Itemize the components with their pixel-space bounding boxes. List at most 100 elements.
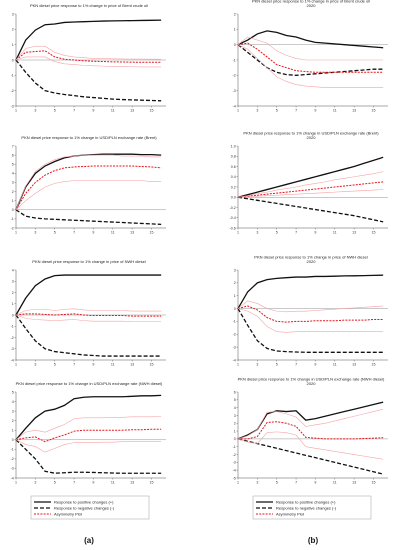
y-tick-label: -4: [233, 358, 236, 362]
y-tick-label: -1: [11, 448, 14, 452]
chart-2: PKN diesel price response to 1% change i…: [233, 0, 388, 113]
x-tick-label: 11: [333, 109, 337, 113]
x-tick-label: 11: [333, 363, 337, 367]
series-positive-line: [15, 19, 162, 61]
y-tick-label: 3: [12, 409, 14, 413]
series-negative-line: [237, 308, 384, 353]
x-tick-label: 11: [333, 481, 337, 485]
y-tick-label: -1: [233, 320, 236, 324]
y-tick-label: 4: [234, 406, 236, 410]
y-tick-label: -4: [11, 358, 14, 362]
chart-1: PKN diesel price response to 1% change i…: [11, 3, 166, 113]
series-positive-line: [237, 30, 384, 49]
series-negative-line: [237, 438, 384, 475]
x-tick-label: 9: [92, 231, 94, 235]
x-tick-label: 11: [333, 231, 337, 235]
y-tick-label: 6: [12, 153, 14, 157]
confidence-band-line: [237, 171, 384, 198]
y-tick-label: -1: [11, 217, 14, 221]
y-tick-label: 0.2: [231, 185, 236, 189]
series-asymmetry-line: [15, 50, 162, 63]
series-positive-line: [237, 274, 384, 309]
y-tick-label: -2: [11, 336, 14, 340]
x-tick-label: 1: [237, 481, 239, 485]
confidence-band-line: [237, 408, 384, 440]
confidence-band-line: [237, 308, 384, 333]
x-tick-label: 5: [276, 231, 278, 235]
series-asymmetry-line: [15, 165, 162, 211]
confidence-band-line: [237, 44, 384, 88]
y-tick-label: 0: [12, 208, 14, 212]
legend-left: Response to positive changes (+) Respons…: [30, 495, 150, 520]
chart-title: PKN diesel price response to 1% change i…: [243, 130, 379, 135]
y-tick-label: -2: [11, 89, 14, 93]
x-tick-label: 1: [15, 363, 17, 367]
x-tick-label: 5: [276, 481, 278, 485]
panel-label-a: (a): [84, 536, 94, 545]
x-tick-label: 7: [73, 109, 75, 113]
legend-left-asym-label: Asymmetry Plot: [54, 512, 83, 517]
x-tick-label: 7: [73, 481, 75, 485]
x-tick-label: 9: [92, 481, 94, 485]
y-tick-label: 0.0: [231, 196, 236, 200]
series-positive-line: [237, 156, 384, 198]
x-tick-label: 7: [295, 109, 297, 113]
x-tick-label: 7: [73, 363, 75, 367]
chart-title: PKN diesel price response to 1% change i…: [254, 254, 368, 259]
x-tick-label: 3: [34, 481, 36, 485]
series-negative-line: [237, 196, 384, 223]
chart-title: 2020: [307, 3, 317, 8]
chart-title: PKN diesel price response to 1% change i…: [252, 0, 370, 3]
x-tick-label: 13: [130, 363, 134, 367]
x-tick-label: 3: [256, 481, 258, 485]
series-positive-line: [15, 394, 162, 441]
y-tick-label: 2: [234, 422, 236, 426]
chart-title: PKN diesel price response to 1% change i…: [238, 376, 385, 381]
confidence-band-line: [15, 154, 162, 210]
series-asymmetry-line: [237, 42, 384, 73]
y-tick-label: -2: [233, 453, 236, 457]
x-tick-label: 11: [111, 231, 115, 235]
y-tick-label: -4: [11, 476, 14, 480]
series-positive-line: [15, 274, 162, 316]
y-tick-label: 5: [234, 398, 236, 402]
x-tick-label: 15: [371, 481, 375, 485]
x-tick-label: 7: [295, 231, 297, 235]
y-tick-label: -1: [11, 325, 14, 329]
chart-title: PKN diesel price response to 1% change i…: [30, 3, 148, 8]
y-tick-label: 3: [12, 280, 14, 284]
y-tick-label: -4: [233, 104, 236, 108]
confidence-band-line: [15, 314, 162, 323]
x-tick-label: 15: [149, 231, 153, 235]
x-tick-label: 13: [352, 363, 356, 367]
legend-right-neg-label: Response to negative changes (-): [276, 506, 337, 511]
panel-label-b: (b): [308, 536, 319, 545]
legend-right-asym-label: Asymmetry Plot: [276, 512, 305, 517]
y-tick-label: -2: [233, 333, 236, 337]
y-tick-label: 1.0: [231, 144, 236, 148]
y-tick-label: 0: [234, 437, 236, 441]
chart-title: PKN diesel price response to 1% change i…: [21, 135, 157, 140]
y-tick-label: -2: [11, 226, 14, 230]
x-tick-label: 11: [111, 363, 115, 367]
x-tick-label: 1: [15, 109, 17, 113]
chart-3: PKN diesel price response to 1% change i…: [11, 135, 166, 235]
y-tick-label: -4: [233, 468, 236, 472]
y-tick-label: 2: [12, 190, 14, 194]
y-tick-label: -3: [233, 89, 236, 93]
y-tick-label: 1: [12, 429, 14, 433]
chart-4: PKN diesel price response to 1% change i…: [230, 130, 388, 235]
y-tick-label: -1: [11, 74, 14, 78]
x-tick-label: 13: [352, 231, 356, 235]
x-tick-label: 15: [371, 109, 375, 113]
chart-6: PKN diesel price response to 1% change i…: [233, 254, 388, 367]
y-tick-label: 3: [12, 12, 14, 16]
series-negative-line: [15, 209, 162, 226]
chart-title: PKN diesel price response to 1% change i…: [16, 381, 163, 386]
x-tick-label: 9: [314, 109, 316, 113]
x-tick-label: 3: [34, 109, 36, 113]
x-tick-label: 15: [371, 231, 375, 235]
y-tick-label: 0: [234, 43, 236, 47]
confidence-band-line: [15, 45, 162, 61]
